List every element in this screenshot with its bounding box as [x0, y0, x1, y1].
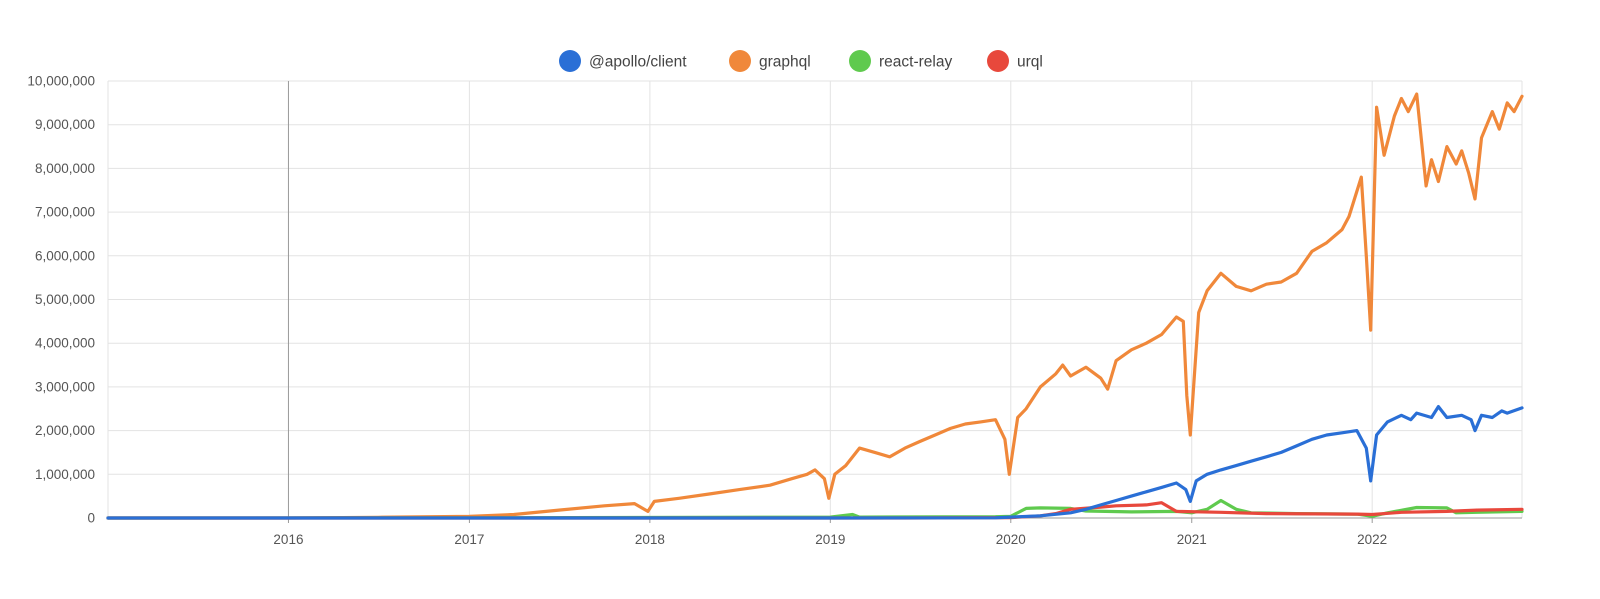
x-tick-label: 2021 [1177, 532, 1207, 547]
legend-label-urql: urql [1017, 54, 1043, 71]
axes: 0 1,000,000 2,000,000 3,000,000 4,000,000 5,0… [27, 74, 1522, 547]
x-tick-label: 2020 [996, 532, 1026, 547]
legend-swatch-apollo-client [559, 50, 581, 72]
y-tick-label: 0 [87, 511, 95, 526]
y-tick-label: 4,000,000 [35, 336, 95, 351]
series-lines [106, 92, 1524, 520]
y-tick-label: 8,000,000 [35, 161, 95, 176]
x-tick-label: 2022 [1357, 532, 1387, 547]
legend-label-apollo-client: @apollo/client [589, 54, 687, 71]
y-tick-label: 3,000,000 [35, 379, 95, 394]
legend-label-graphql: graphql [759, 54, 811, 71]
legend-item-react-relay[interactable]: react-relay [849, 50, 952, 72]
y-tick-label: 6,000,000 [35, 248, 95, 263]
x-tick-label: 2019 [815, 532, 845, 547]
y-tick-label: 5,000,000 [35, 292, 95, 307]
x-tick-label: 2017 [454, 532, 484, 547]
y-tick-label: 2,000,000 [35, 423, 95, 438]
series-line-graphql [106, 92, 1524, 520]
x-tick-label: 2018 [635, 532, 665, 547]
legend-swatch-graphql [729, 50, 751, 72]
legend-item-graphql[interactable]: graphql [729, 50, 811, 72]
y-tick-label: 10,000,000 [27, 74, 95, 89]
legend-item-apollo-client[interactable]: @apollo/client [559, 50, 687, 72]
legend[interactable]: @apollo/client graphql react-relay urql [559, 50, 1043, 72]
y-tick-label: 9,000,000 [35, 117, 95, 132]
x-tick-label: 2016 [273, 532, 303, 547]
y-tick-label: 7,000,000 [35, 205, 95, 220]
legend-swatch-react-relay [849, 50, 871, 72]
grid [107, 80, 1523, 519]
series-line-apollo-client [106, 405, 1524, 520]
y-tick-label: 1,000,000 [35, 467, 95, 482]
legend-label-react-relay: react-relay [879, 54, 952, 71]
legend-item-urql[interactable]: urql [987, 50, 1043, 72]
legend-swatch-urql [987, 50, 1009, 72]
